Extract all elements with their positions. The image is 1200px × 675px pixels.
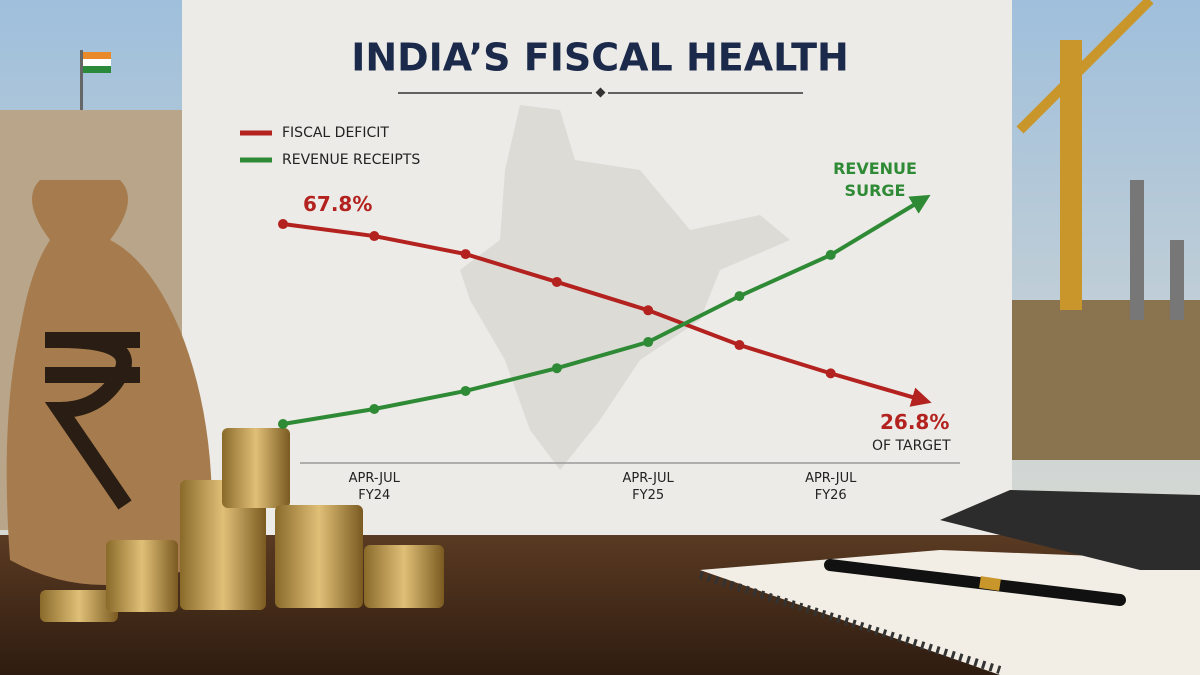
series-line [282, 194, 931, 426]
annotation: REVENUE SURGE [833, 159, 917, 200]
data-label: 67.8% [303, 192, 373, 217]
coins [275, 505, 363, 608]
data-point [278, 419, 288, 429]
data-point [369, 231, 380, 242]
data-point [278, 219, 288, 230]
data-point [369, 403, 380, 414]
rupee-symbol [44, 332, 140, 510]
coins [364, 545, 444, 608]
pillar [1170, 240, 1184, 320]
legend-label: REVENUE RECEIPTS [282, 152, 420, 168]
data-point [643, 305, 654, 316]
x-tick-label: APR-JUL FY25 [622, 471, 674, 503]
data-point [825, 249, 836, 260]
legend-label: FISCAL DEFICIT [282, 125, 389, 141]
coins [106, 540, 178, 612]
pillar [1130, 180, 1144, 320]
flag [83, 66, 111, 73]
crane-arm [1016, 0, 1154, 134]
data-point [734, 291, 745, 302]
data-point [551, 363, 562, 374]
x-tick-label: APR-JUL FY26 [805, 471, 857, 503]
data-point [734, 340, 745, 351]
coins [222, 428, 290, 508]
flag [83, 52, 111, 59]
map-silhouette [460, 105, 790, 470]
flag [83, 59, 111, 66]
data-point [643, 337, 654, 348]
coins [180, 480, 266, 610]
data-point [825, 368, 836, 379]
calculator [940, 490, 1200, 570]
annotation: OF TARGET [872, 438, 951, 454]
pen [824, 559, 1126, 606]
coins [40, 590, 118, 622]
construction [1010, 300, 1200, 460]
data-point [460, 249, 471, 260]
flag-pole [80, 50, 83, 110]
data-point [551, 276, 562, 287]
data-label: 26.8% [880, 409, 950, 434]
pen-band [979, 576, 1001, 591]
data-point [460, 385, 471, 396]
series-line [282, 222, 932, 407]
divider-diamond [595, 87, 606, 98]
chart-title: INDIA’S FISCAL HEALTH [351, 36, 849, 80]
x-tick-label: APR-JUL FY24 [348, 471, 400, 503]
crane [1060, 40, 1082, 310]
notebook [700, 550, 1200, 675]
